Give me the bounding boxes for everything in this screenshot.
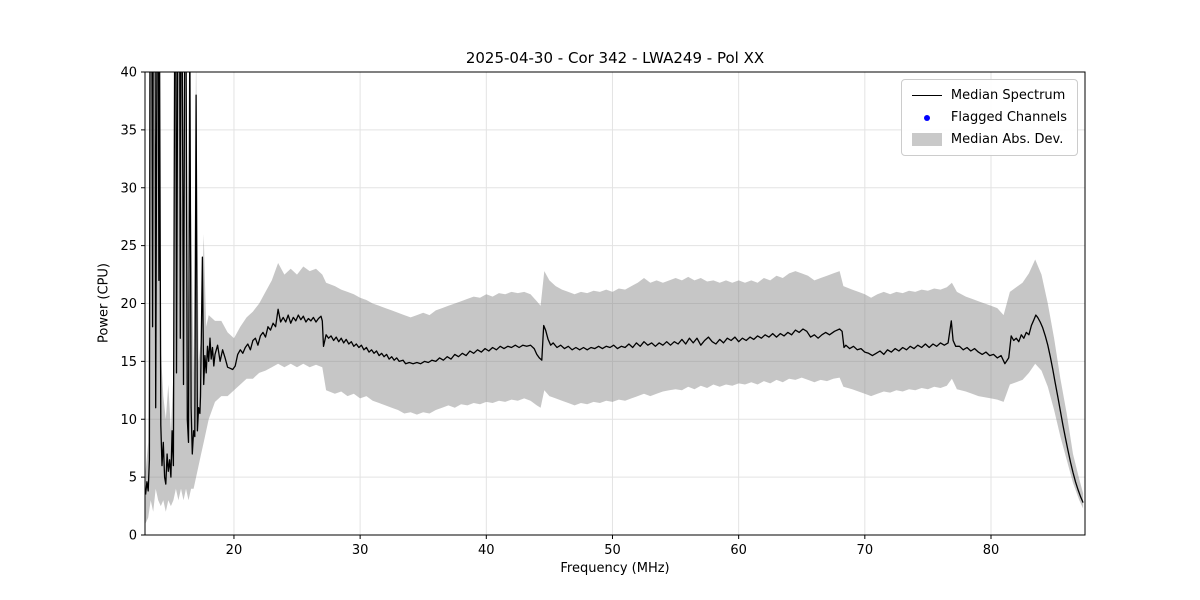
legend-item-median-spectrum: Median Spectrum bbox=[911, 86, 1067, 105]
x-tick-label: 50 bbox=[604, 543, 621, 558]
legend-sample bbox=[912, 114, 942, 121]
y-tick-label: 0 bbox=[129, 529, 137, 544]
mad-band bbox=[145, 72, 1084, 524]
mad-patch-sample bbox=[911, 133, 942, 146]
legend-item-mad: Median Abs. Dev. bbox=[911, 130, 1067, 149]
y-tick-label: 40 bbox=[120, 66, 137, 81]
median-spectrum-line-sample bbox=[911, 95, 942, 96]
x-tick-label: 60 bbox=[730, 543, 747, 558]
y-tick-label: 20 bbox=[120, 297, 137, 312]
flagged-channels-dot-sample bbox=[923, 114, 930, 121]
legend: Median Spectrum Flagged Channels Median … bbox=[900, 79, 1078, 156]
x-tick-label: 80 bbox=[983, 543, 1000, 558]
legend-sample bbox=[911, 95, 942, 96]
gridlines bbox=[145, 71, 1085, 536]
y-tick-label: 15 bbox=[120, 355, 137, 370]
tick-labels: 20 30 40 50 60 70 80 0 5 10 15 20 25 30 35 40 bbox=[120, 66, 999, 559]
tick-marks bbox=[141, 71, 992, 539]
legend-item-flagged-channels: Flagged Channels bbox=[912, 108, 1067, 127]
y-tick-label: 10 bbox=[120, 413, 137, 428]
median-spectrum-line bbox=[145, 72, 1084, 503]
y-tick-label: 35 bbox=[120, 123, 137, 138]
legend-label-flagged-channels: Flagged Channels bbox=[950, 110, 1067, 125]
y-tick-label: 25 bbox=[120, 239, 137, 254]
chart-title: 2025-04-30 - Cor 342 - LWA249 - Pol XX bbox=[465, 49, 765, 67]
y-tick-label: 30 bbox=[120, 181, 137, 196]
y-axis-label: Power (CPU) bbox=[96, 262, 112, 344]
x-tick-label: 40 bbox=[478, 543, 495, 558]
x-axis-label: Frequency (MHz) bbox=[560, 561, 670, 576]
x-tick-label: 20 bbox=[226, 543, 243, 558]
x-tick-label: 70 bbox=[857, 543, 874, 558]
legend-sample bbox=[911, 133, 942, 146]
legend-label-mad: Median Abs. Dev. bbox=[950, 132, 1064, 147]
x-tick-label: 30 bbox=[352, 543, 369, 558]
legend-label-median-spectrum: Median Spectrum bbox=[950, 88, 1066, 103]
y-tick-label: 5 bbox=[129, 471, 137, 486]
